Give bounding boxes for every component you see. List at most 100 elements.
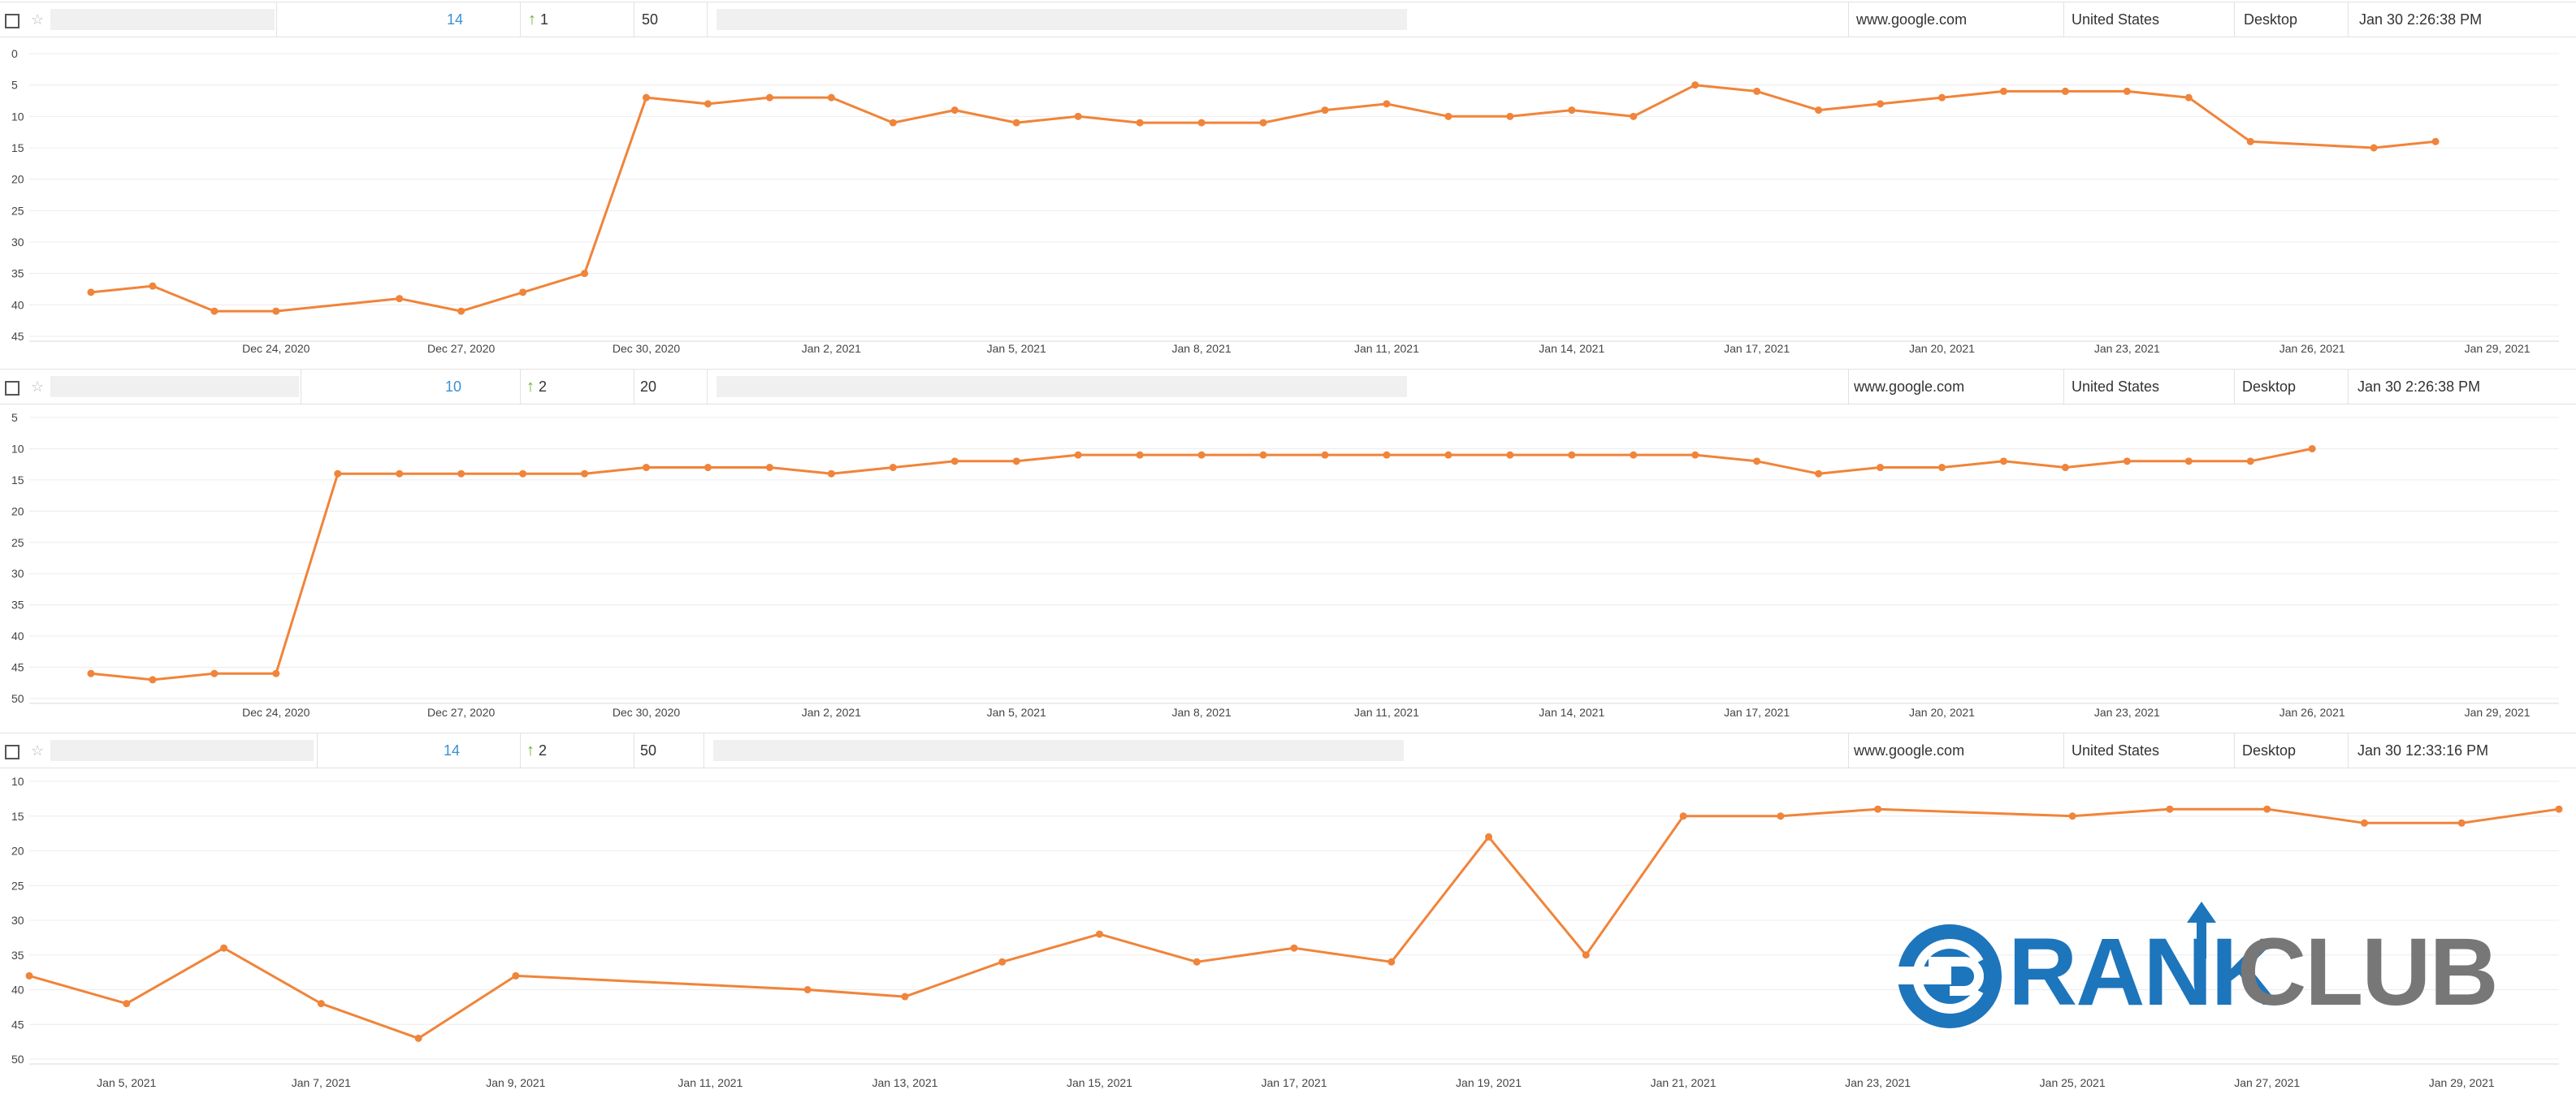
search-volume: 50: [642, 11, 659, 28]
rank-change-value: 1: [540, 11, 549, 28]
x-tick-label: Jan 5, 2021: [987, 706, 1046, 719]
data-point: [123, 1000, 131, 1008]
y-tick-label: 50: [11, 1053, 24, 1066]
data-point: [317, 1000, 325, 1008]
y-tick-label: 0: [11, 47, 18, 60]
data-point: [1197, 119, 1206, 127]
x-tick-label: Jan 5, 2021: [987, 342, 1046, 355]
y-tick-label: 5: [11, 411, 18, 424]
x-tick-label: Jan 17, 2021: [1724, 342, 1790, 355]
data-point: [581, 270, 589, 278]
x-tick-label: Dec 24, 2020: [242, 706, 310, 719]
row-checkbox[interactable]: [5, 381, 19, 396]
data-point: [87, 288, 95, 296]
row-checkbox[interactable]: [5, 745, 19, 759]
data-point: [1506, 112, 1514, 120]
data-point: [1259, 451, 1267, 459]
data-point: [2184, 457, 2193, 465]
column-divider: [2348, 733, 2349, 768]
data-point: [2263, 805, 2271, 813]
data-point: [2061, 87, 2069, 95]
y-tick-label: 40: [11, 298, 24, 311]
keyword-redacted: [50, 376, 299, 397]
current-rank[interactable]: 14: [444, 742, 461, 759]
data-point: [1290, 944, 1298, 952]
last-checked: Jan 30 12:33:16 PM: [2357, 742, 2489, 759]
data-point: [519, 288, 527, 296]
data-point: [998, 958, 1007, 966]
data-point: [2123, 87, 2131, 95]
data-point: [1877, 464, 1885, 472]
data-point: [210, 669, 219, 677]
current-rank[interactable]: 14: [447, 11, 464, 28]
row-checkbox[interactable]: [5, 14, 19, 28]
data-point: [1753, 87, 1761, 95]
data-point: [457, 469, 465, 478]
data-point: [87, 669, 95, 677]
data-point: [1937, 464, 1946, 472]
column-divider: [2348, 370, 2349, 404]
up-arrow-icon: ↑: [526, 378, 535, 396]
data-point: [2061, 464, 2069, 472]
x-tick-label: Jan 2, 2021: [802, 706, 861, 719]
x-tick-label: Jan 29, 2021: [2465, 706, 2531, 719]
device: Desktop: [2242, 742, 2297, 759]
data-point: [1485, 833, 1493, 841]
y-tick-label: 45: [11, 661, 24, 674]
keyword-row: ☆ 14 ↑ 2 50 www.google.com United States…: [0, 733, 2576, 768]
column-divider: [2234, 733, 2235, 768]
favorite-star-icon[interactable]: ☆: [31, 378, 45, 395]
data-point: [643, 464, 651, 472]
favorite-star-icon[interactable]: ☆: [31, 742, 45, 759]
rank-change: ↑ 2: [526, 733, 547, 768]
location: United States: [2072, 378, 2160, 395]
x-tick-label: Jan 9, 2021: [486, 1076, 545, 1089]
data-point: [1582, 951, 1590, 959]
y-tick-label: 15: [11, 474, 24, 487]
up-arrow-icon: ↑: [528, 11, 536, 28]
logo-text-club: CLUB: [2237, 919, 2499, 1026]
search-engine: www.google.com: [1856, 11, 1968, 28]
x-tick-label: Jan 20, 2021: [1909, 706, 1975, 719]
y-tick-label: 20: [11, 173, 24, 186]
x-tick-label: Dec 27, 2020: [427, 706, 495, 719]
last-checked: Jan 30 2:26:38 PM: [2357, 378, 2481, 395]
search-volume: 20: [640, 378, 657, 395]
data-point: [1679, 812, 1687, 820]
data-point: [1136, 119, 1144, 127]
logo-text-rank: RANK: [2008, 919, 2280, 1026]
x-tick-label: Jan 25, 2021: [2040, 1076, 2106, 1089]
data-point: [2308, 444, 2316, 452]
data-point: [2246, 457, 2254, 465]
y-tick-label: 10: [11, 442, 24, 455]
rank-change: ↑ 1: [528, 2, 548, 37]
keyword-row: ☆ 14 ↑ 1 50 www.google.com United States…: [0, 2, 2576, 37]
x-tick-label: Dec 30, 2020: [613, 706, 680, 719]
x-tick-label: Jan 15, 2021: [1067, 1076, 1132, 1089]
data-point: [1999, 457, 2007, 465]
data-point: [1321, 451, 1329, 459]
column-divider: [1848, 370, 1849, 404]
data-point: [765, 93, 773, 102]
current-rank[interactable]: 10: [445, 378, 462, 395]
data-point: [1012, 457, 1020, 465]
column-divider: [2234, 2, 2235, 37]
column-divider: [2063, 733, 2064, 768]
url-redacted: [717, 376, 1407, 397]
data-point: [1815, 469, 1823, 478]
favorite-star-icon[interactable]: ☆: [31, 11, 45, 28]
rank-history-chart: 0 5 10 15 20 25 30 35 40 45 Dec 24, 2020 Dec 27, 20…: [11, 47, 2559, 355]
series-line: [90, 84, 2436, 313]
x-tick-label: Jan 7, 2021: [292, 1076, 351, 1089]
location: United States: [2072, 11, 2160, 28]
data-point: [2360, 819, 2368, 827]
data-point: [149, 676, 157, 684]
data-point: [1074, 451, 1082, 459]
data-point: [1815, 106, 1823, 115]
data-point: [1074, 112, 1082, 120]
device: Desktop: [2244, 11, 2298, 28]
data-point: [2370, 144, 2378, 152]
y-tick-label: 30: [11, 567, 24, 580]
data-point: [950, 457, 959, 465]
y-tick-label: 35: [11, 267, 24, 280]
